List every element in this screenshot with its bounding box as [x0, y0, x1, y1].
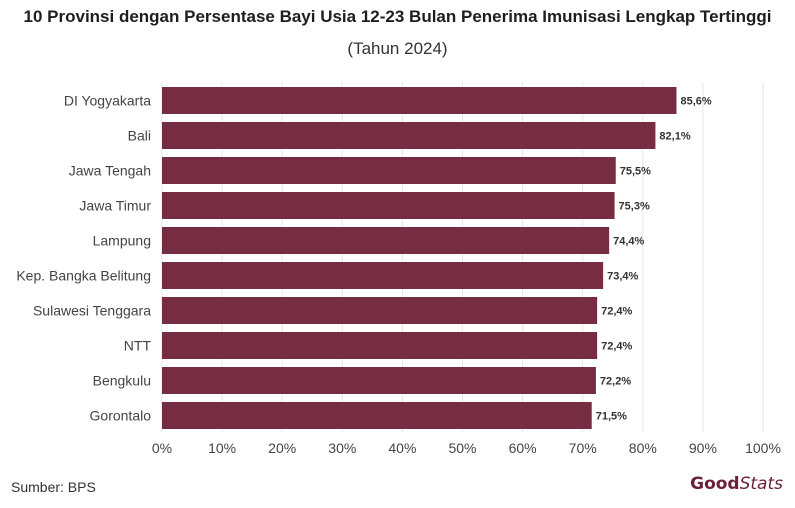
value-label: 85,6% — [680, 96, 711, 108]
logo-good: Good — [690, 474, 740, 494]
category-label: Jawa Timur — [79, 198, 151, 214]
bar — [162, 297, 598, 324]
category-label: Sulawesi Tenggara — [33, 303, 151, 319]
category-label: Gorontalo — [90, 408, 152, 424]
x-tick-label: 20% — [268, 440, 296, 456]
category-label: Kep. Bangka Belitung — [16, 268, 151, 284]
chart-subtitle: (Tahun 2024) — [347, 39, 448, 58]
labels: 0% 10% 20% 30% 40% 50% 60% 70% 80% 90% 100% DI Yogy… — [16, 93, 781, 457]
x-tick-label: 100% — [745, 440, 781, 456]
x-tick-label: 50% — [448, 440, 476, 456]
bar — [162, 227, 610, 254]
chart-title: 10 Provinsi dengan Persentase Bayi Usia … — [23, 7, 772, 26]
logo-stats: Stats — [739, 474, 783, 494]
value-label: 75,3% — [619, 201, 650, 213]
value-label: 74,4% — [613, 236, 644, 248]
value-label: 72,2% — [600, 376, 631, 388]
bars — [162, 87, 677, 429]
x-tick-label: 80% — [629, 440, 657, 456]
bar — [162, 87, 677, 114]
bar-chart: 0% 10% 20% 30% 40% 50% 60% 70% 80% 90% 100% DI Yogy… — [16, 82, 781, 457]
x-tick-label: 30% — [328, 440, 356, 456]
x-tick-label: 70% — [569, 440, 597, 456]
bar — [162, 402, 592, 429]
bar — [162, 367, 596, 394]
value-label: 82,1% — [659, 131, 690, 143]
category-label: Jawa Tengah — [69, 163, 151, 179]
value-label: 75,5% — [620, 166, 651, 178]
category-label: Lampung — [93, 233, 151, 249]
x-tick-label: 90% — [689, 440, 717, 456]
value-label: 72,4% — [601, 341, 632, 353]
bar — [162, 157, 616, 184]
value-label: 72,4% — [601, 306, 632, 318]
bar — [162, 122, 656, 149]
bar — [162, 332, 598, 359]
bar — [162, 192, 615, 219]
x-tick-label: 10% — [208, 440, 236, 456]
category-label: Bali — [128, 128, 151, 144]
x-tick-label: 40% — [388, 440, 416, 456]
value-label: 71,5% — [596, 411, 627, 423]
source-note: Sumber: BPS — [11, 479, 96, 495]
category-label: NTT — [124, 338, 152, 354]
value-label: 73,4% — [607, 271, 638, 283]
x-tick-label: 0% — [152, 440, 172, 456]
category-label: Bengkulu — [93, 373, 151, 389]
bar — [162, 262, 604, 289]
x-tick-label: 60% — [509, 440, 537, 456]
category-label: DI Yogyakarta — [64, 93, 151, 109]
goodstats-logo: GoodStats — [690, 474, 783, 494]
